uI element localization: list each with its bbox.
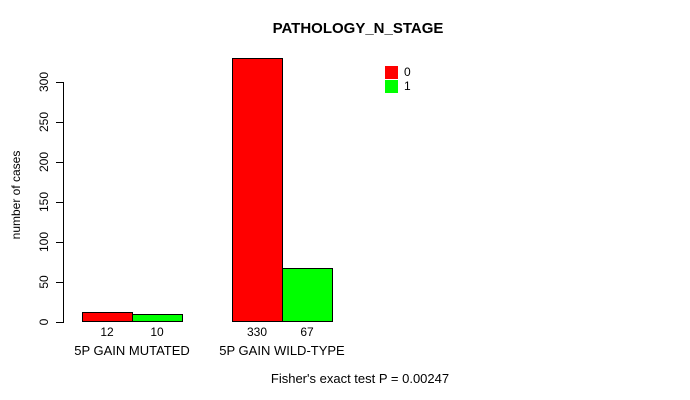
legend-swatch	[385, 79, 398, 93]
legend-swatch	[385, 65, 398, 79]
bar-value-label: 67	[300, 325, 314, 339]
y-axis-line	[63, 82, 64, 323]
y-axis-tick	[56, 82, 63, 83]
bar-series-1	[132, 314, 183, 322]
y-axis-tick-label: 150	[37, 191, 51, 213]
y-axis-tick	[56, 282, 63, 283]
annotation-text: Fisher's exact test P = 0.00247	[270, 371, 450, 386]
category-label: 5P GAIN MUTATED	[74, 343, 190, 358]
legend-label: 1	[404, 78, 411, 93]
y-axis-tick	[56, 322, 63, 323]
y-axis-tick-label: 50	[37, 275, 51, 289]
legend-label: 0	[404, 64, 411, 79]
category-label: 5P GAIN WILD-TYPE	[219, 343, 345, 358]
bar-value-label: 10	[150, 325, 164, 339]
y-axis-label: number of cases	[9, 150, 23, 240]
y-axis-tick-label: 200	[37, 151, 51, 173]
bar-value-label: 330	[246, 325, 268, 339]
chart-title: PATHOLOGY_N_STAGE	[272, 20, 444, 37]
y-axis-tick-label: 100	[37, 231, 51, 253]
bar-series-0	[232, 58, 283, 322]
legend-item-1: 1	[385, 79, 411, 93]
legend-item-0: 0	[385, 65, 411, 79]
bar-series-0	[82, 312, 133, 322]
y-axis-tick	[56, 162, 63, 163]
bar-series-1	[282, 268, 333, 322]
legend: 0 1	[385, 65, 411, 93]
bar-value-label: 12	[100, 325, 114, 339]
y-axis-tick-label: 250	[37, 111, 51, 133]
y-axis-tick	[56, 242, 63, 243]
y-axis-tick-label: 0	[37, 318, 51, 326]
y-axis-tick	[56, 122, 63, 123]
y-axis-tick	[56, 202, 63, 203]
y-axis-tick-label: 300	[37, 71, 51, 93]
